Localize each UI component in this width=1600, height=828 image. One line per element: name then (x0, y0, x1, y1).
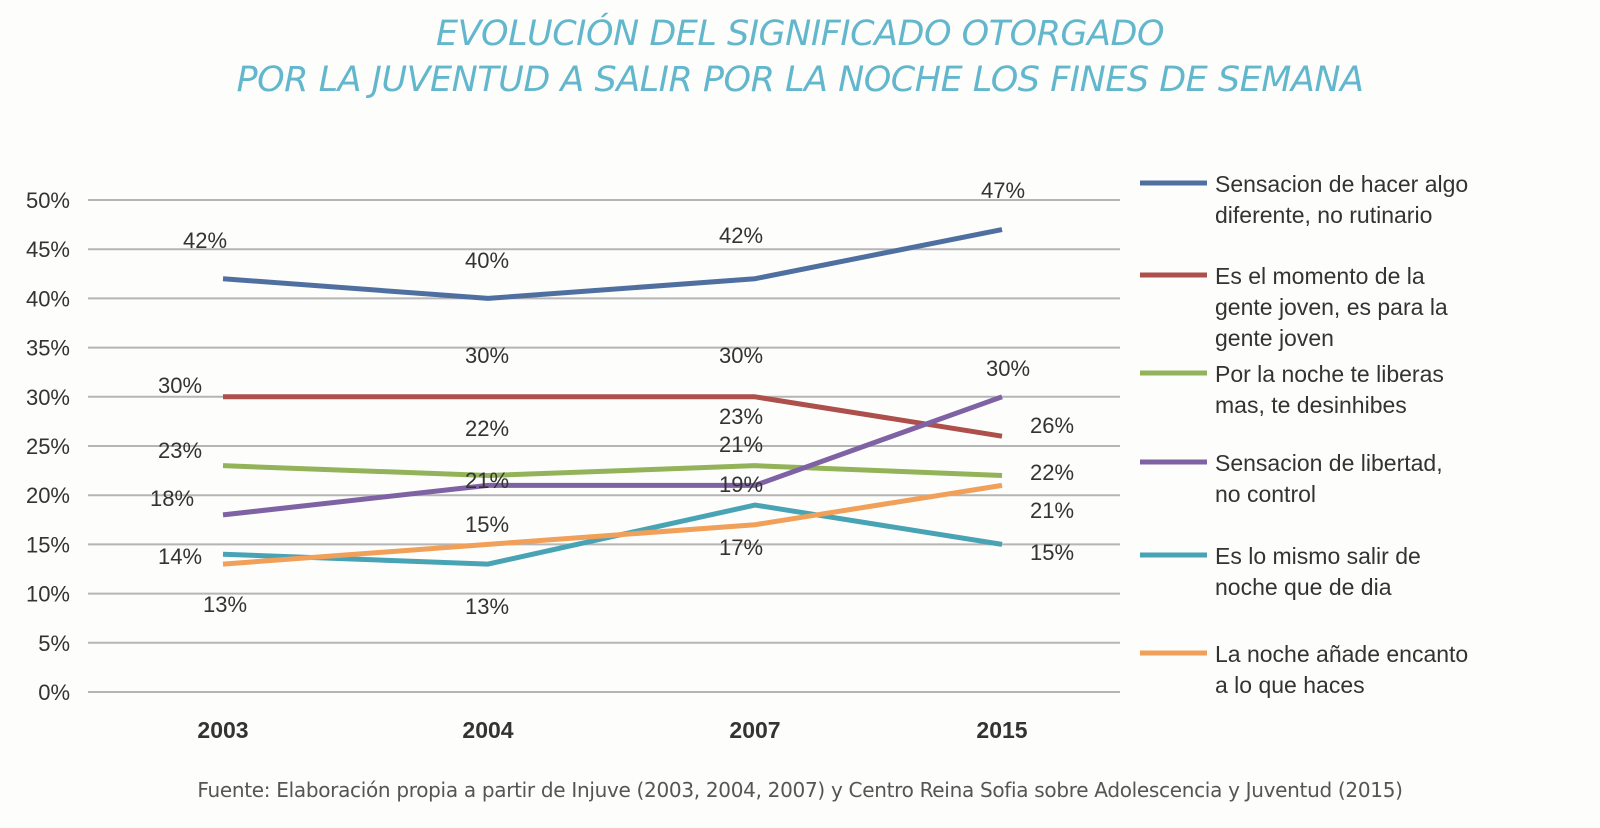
data-label: 47% (981, 178, 1025, 203)
series-line (222, 227, 1003, 301)
legend-label: no control (1215, 481, 1316, 507)
data-label: 14% (158, 544, 202, 569)
legend-label: mas, te desinhibes (1215, 392, 1407, 418)
chart-title-line-2: POR LA JUVENTUD A SALIR POR LA NOCHE LOS… (236, 60, 1365, 100)
x-tick-label: 2003 (197, 717, 248, 743)
data-label: 17% (719, 535, 763, 560)
legend-label: Sensacion de libertad, (1215, 450, 1443, 476)
data-label: 21% (1030, 498, 1074, 523)
series-line (223, 394, 1003, 439)
series-line (222, 463, 1003, 479)
x-tick-label: 2004 (462, 717, 513, 743)
series-line (222, 394, 1003, 518)
y-tick-label: 0% (38, 680, 70, 705)
data-label: 18% (150, 486, 194, 511)
data-label: 19% (719, 472, 763, 497)
y-tick-label: 30% (26, 385, 70, 410)
y-tick-label: 5% (38, 631, 70, 656)
data-label: 40% (465, 248, 509, 273)
data-label: 23% (158, 438, 202, 463)
series-line (222, 482, 1003, 567)
legend-label: Por la noche te liberas (1215, 361, 1444, 387)
x-tick-label: 2015 (976, 717, 1027, 743)
legend-label: Es lo mismo salir de (1215, 543, 1421, 569)
legend-label: gente joven (1215, 325, 1334, 351)
data-label: 23% (719, 404, 763, 429)
chart-title-line-1: EVOLUCIÓN DEL SIGNIFICADO OTORGADO (435, 14, 1165, 54)
y-tick-label: 25% (26, 434, 70, 459)
y-tick-label: 10% (26, 582, 70, 607)
data-label: 26% (1030, 413, 1074, 438)
source-note: Fuente: Elaboración propia a partir de I… (197, 778, 1403, 802)
data-label: 30% (719, 343, 763, 368)
legend-label: gente joven, es para la (1215, 294, 1448, 320)
data-label: 13% (203, 592, 247, 617)
legend-label: a lo que haces (1215, 672, 1365, 698)
data-label: 13% (465, 594, 509, 619)
data-label: 42% (719, 223, 763, 248)
data-label: 15% (1030, 540, 1074, 565)
legend-label: diferente, no rutinario (1215, 202, 1432, 228)
data-label: 21% (719, 432, 763, 457)
legend-label: Es el momento de la (1215, 263, 1425, 289)
data-label: 22% (1030, 460, 1074, 485)
data-label: 21% (465, 468, 509, 493)
y-tick-label: 50% (26, 188, 70, 213)
data-label: 30% (465, 343, 509, 368)
y-tick-label: 40% (26, 286, 70, 311)
y-tick-label: 15% (26, 532, 70, 557)
y-tick-label: 35% (26, 336, 70, 361)
data-label: 22% (465, 416, 509, 441)
data-label: 15% (465, 512, 509, 537)
data-label: 30% (158, 373, 202, 398)
legend-label: La noche añade encanto (1215, 641, 1468, 667)
legend-label: Sensacion de hacer algo (1215, 171, 1468, 197)
x-tick-label: 2007 (729, 717, 780, 743)
y-tick-label: 45% (26, 237, 70, 262)
y-tick-label: 20% (26, 483, 70, 508)
data-label: 42% (183, 228, 227, 253)
legend-label: noche que de dia (1215, 574, 1392, 600)
data-label: 30% (986, 356, 1030, 381)
